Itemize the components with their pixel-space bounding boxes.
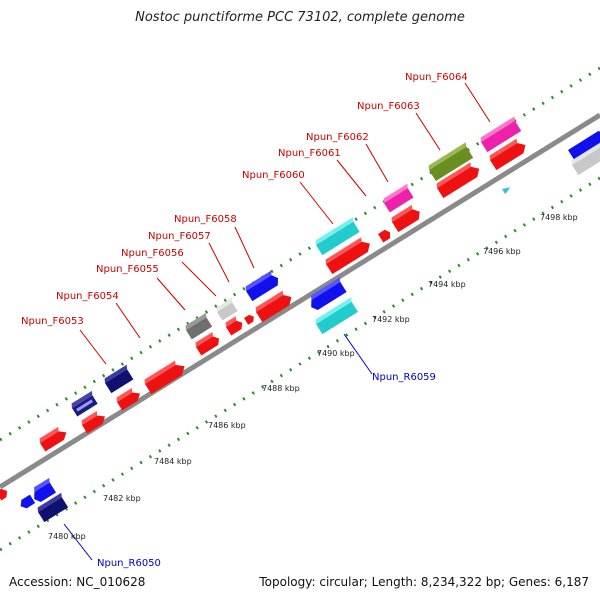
gene-label[interactable]: Npun_F6053 xyxy=(21,316,84,327)
gene-arrow-blue xyxy=(20,494,36,509)
tick-label: 7490 kbp xyxy=(317,349,355,358)
leader-line xyxy=(365,143,389,183)
gene-arrow-red xyxy=(81,411,106,434)
leader-line xyxy=(181,261,217,297)
gene-arrow-red xyxy=(255,290,292,323)
tick-label: 7494 kbp xyxy=(428,280,466,289)
gene-arrow-olive xyxy=(428,142,474,182)
leader-line xyxy=(115,302,141,339)
tick-label: 7498 kbp xyxy=(540,213,578,222)
gene-arrow-blue xyxy=(33,477,57,503)
gene-label[interactable]: Npun_R6059 xyxy=(372,372,436,383)
leader-line xyxy=(464,82,491,123)
tick-label: 7488 kbp xyxy=(262,384,300,393)
gene-arrow-red xyxy=(144,360,185,395)
gene-arrow-navy xyxy=(104,364,134,394)
gene-arrow-red xyxy=(195,331,220,356)
leader-line xyxy=(156,277,186,311)
genome-summary: Topology: circular; Length: 8,234,322 bp… xyxy=(259,575,589,589)
gene-label[interactable]: Npun_R6050 xyxy=(97,558,161,569)
gene-arrow-navy xyxy=(37,492,69,523)
gene-label[interactable]: Npun_F6057 xyxy=(148,231,211,242)
accession-label: Accession: NC_010628 xyxy=(9,575,146,589)
tick-label: 7480 kbp xyxy=(48,532,86,541)
label-leaders xyxy=(63,82,491,561)
gene-arrow-blue xyxy=(310,277,347,311)
gene-arrow-lightgray xyxy=(216,298,238,321)
gene-labels: Npun_F6053 Npun_F6054 Npun_F6055 Npun_F6… xyxy=(21,72,468,569)
gene-label[interactable]: Npun_F6054 xyxy=(56,291,119,302)
tick-label: 7484 kbp xyxy=(154,457,192,466)
leader-line xyxy=(299,181,334,225)
gene-label[interactable]: Npun_F6062 xyxy=(306,132,369,143)
gene-arrow-red xyxy=(116,388,141,411)
tick-label: 7492 kbp xyxy=(372,315,410,324)
gene-arrow-blue xyxy=(245,270,279,302)
gene-arrow-cyan xyxy=(315,297,358,335)
tick-label: 7482 kbp xyxy=(103,494,141,503)
gene-label[interactable]: Npun_F6063 xyxy=(357,101,420,112)
gene-label[interactable]: Npun_F6055 xyxy=(96,264,159,275)
gene-arrow-red xyxy=(244,314,254,325)
gene-label[interactable]: Npun_F6061 xyxy=(278,148,341,159)
gene-arrow-lightblue xyxy=(502,187,511,195)
gene-label[interactable]: Npun_F6060 xyxy=(242,170,305,181)
forward-genes xyxy=(0,116,600,501)
tick-label: 7486 kbp xyxy=(208,421,246,430)
gene-arrow-red xyxy=(325,237,370,275)
gene-arrow-red xyxy=(39,426,67,452)
inner-dotted-guide xyxy=(0,176,600,552)
gene-arrow-red xyxy=(391,204,420,233)
gene-arrow-red xyxy=(225,316,243,336)
outer-dotted-guide xyxy=(0,66,600,442)
gene-arrow-gray xyxy=(185,312,213,340)
gene-arrow-red xyxy=(0,488,8,501)
gene-arrow-red xyxy=(378,229,391,243)
leader-line xyxy=(336,159,367,197)
leader-line xyxy=(79,329,107,365)
map-title: Nostoc punctiforme PCC 73102, complete g… xyxy=(135,10,465,25)
gene-arrow-navy-striped xyxy=(71,390,98,417)
gene-label[interactable]: Npun_F6056 xyxy=(121,248,184,259)
gene-arrow-red xyxy=(489,138,526,171)
gene-label[interactable]: Npun_F6058 xyxy=(174,214,237,225)
gene-arrow-blue xyxy=(568,130,600,161)
reverse-genes xyxy=(20,141,600,523)
leader-line xyxy=(208,242,230,283)
gene-label[interactable]: Npun_F6064 xyxy=(405,72,468,83)
leader-line xyxy=(343,333,373,375)
gene-arrow-cyan xyxy=(315,217,360,256)
leader-line xyxy=(234,226,255,269)
tick-label: 7496 kbp xyxy=(483,247,521,256)
gene-arrow-red xyxy=(436,162,480,199)
gene-arrow-magenta xyxy=(480,116,522,153)
tick-labels: 7480 kbp 7482 kbp 7484 kbp 7486 kbp 7488… xyxy=(48,213,578,541)
leader-line xyxy=(415,112,441,151)
gene-arrow-magenta xyxy=(383,183,414,213)
leader-line xyxy=(63,523,93,561)
